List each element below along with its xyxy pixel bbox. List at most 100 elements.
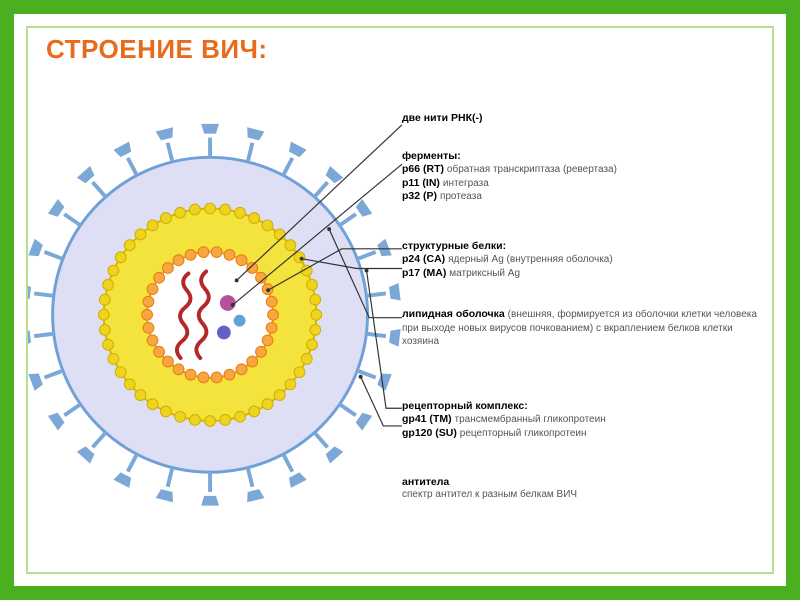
spike-head (48, 199, 64, 217)
spike-head (326, 166, 344, 183)
matrix-bead (175, 411, 186, 422)
rec-row: gp120 (SU) рецепторный гликопротеин (402, 427, 764, 441)
spike-stem (128, 454, 137, 471)
capsid-bead (268, 309, 279, 320)
spike-head (377, 239, 391, 256)
matrix-bead (220, 415, 231, 426)
label-struct: структурные белки: p24 (CA) ядерный Ag (… (402, 240, 764, 280)
spike-stem (314, 433, 327, 448)
spike-head (28, 329, 31, 347)
spike-stem (168, 143, 173, 162)
leader-anchor (365, 269, 369, 273)
enz-code: p11 (IN) (402, 177, 440, 189)
matrix-bead (98, 309, 109, 320)
labels-column: две нити РНК(-) ферменты: p66 (RT) обрат… (402, 28, 772, 572)
spike-head (377, 373, 391, 390)
spike-head (326, 446, 344, 463)
spike-stem (248, 143, 253, 162)
matrix-bead (124, 379, 135, 390)
spike-head (156, 489, 173, 502)
matrix-bead (190, 415, 201, 426)
spike-head (201, 124, 219, 134)
label-struct-title: структурные белки: (402, 240, 764, 253)
capsid-bead (236, 364, 247, 375)
spike-stem (44, 371, 62, 378)
matrix-bead (220, 204, 231, 215)
matrix-bead (108, 354, 119, 365)
rec-desc: трансмембранный гликопротеин (455, 414, 606, 425)
matrix-bead (175, 207, 186, 218)
capsid-bead (224, 369, 235, 380)
enz-row: p32 (P) протеаза (402, 190, 764, 204)
enz-row: p11 (IN) интеграза (402, 177, 764, 191)
matrix-bead (160, 213, 171, 224)
matrix-bead (124, 240, 135, 251)
capsid-bead (185, 249, 196, 260)
matrix-bead (99, 294, 110, 305)
matrix-bead (190, 204, 201, 215)
capsid-bead (147, 335, 158, 346)
spike-head (28, 283, 31, 301)
spike-stem (44, 252, 62, 259)
spike-stem (93, 182, 106, 197)
spike-head (156, 127, 173, 140)
leader-anchor (327, 227, 331, 231)
capsid-bead (163, 263, 174, 274)
capsid-bead (266, 296, 277, 307)
matrix-bead (103, 339, 114, 350)
capsid-bead (247, 356, 258, 367)
capsid-bead (198, 372, 209, 383)
capsid-bead (173, 255, 184, 266)
matrix-bead (285, 240, 296, 251)
slide-inner: СТРОЕНИЕ ВИЧ: две нити РНК(-) ферменты: … (26, 26, 774, 574)
label-rna: две нити РНК(-) (402, 112, 764, 125)
capsid-bead (147, 284, 158, 295)
capsid-bead (142, 309, 153, 320)
capsid-bead (185, 369, 196, 380)
matrix-bead (285, 379, 296, 390)
struct-row: p17 (MA) матриксный Ag (402, 267, 764, 281)
capsid-bead (143, 296, 154, 307)
spike-stem (340, 214, 356, 225)
matrix-bead (115, 367, 126, 378)
spike-stem (283, 454, 292, 471)
leader-anchor (235, 278, 239, 282)
enz-code: p66 (RT) (402, 163, 444, 175)
matrix-bead (160, 406, 171, 417)
spike-stem (357, 252, 375, 259)
matrix-bead (307, 279, 318, 290)
matrix-bead (235, 207, 246, 218)
spike-stem (248, 468, 253, 487)
spike-stem (314, 182, 327, 197)
capsid-bead (173, 364, 184, 375)
capsid-bead (266, 322, 277, 333)
rec-row: gp41 (TM) трансмембранный гликопротеин (402, 413, 764, 427)
spike-stem (93, 433, 106, 448)
matrix-bead (310, 324, 321, 335)
label-enzymes-title: ферменты: (402, 150, 764, 163)
matrix-bead (235, 411, 246, 422)
spike-head (201, 496, 219, 506)
rec-code: gp41 (TM) (402, 413, 452, 425)
enzyme-dot (234, 315, 246, 327)
leader-anchor (300, 257, 304, 261)
struct-desc: ядерный Ag (внутренняя оболочка) (448, 254, 613, 265)
capsid-bead (211, 247, 222, 258)
spike-head (113, 472, 131, 488)
spike-head (289, 472, 307, 488)
label-lipid-title: липидная оболочка (402, 308, 505, 320)
matrix-bead (205, 416, 216, 427)
label-receptor: рецепторный комплекс: gp41 (TM) трансмем… (402, 400, 764, 440)
spike-head (77, 166, 95, 183)
capsid-bead (198, 247, 209, 258)
matrix-bead (99, 324, 110, 335)
slide-frame: СТРОЕНИЕ ВИЧ: две нити РНК(-) ферменты: … (0, 0, 800, 600)
struct-code: p17 (MA) (402, 267, 446, 279)
spike-stem (128, 158, 137, 175)
spike-head (389, 329, 401, 347)
matrix-bead (135, 390, 146, 401)
matrix-bead (147, 220, 158, 231)
rec-code: gp120 (SU) (402, 427, 457, 439)
spike-stem (34, 334, 54, 336)
spike-head (77, 446, 95, 463)
